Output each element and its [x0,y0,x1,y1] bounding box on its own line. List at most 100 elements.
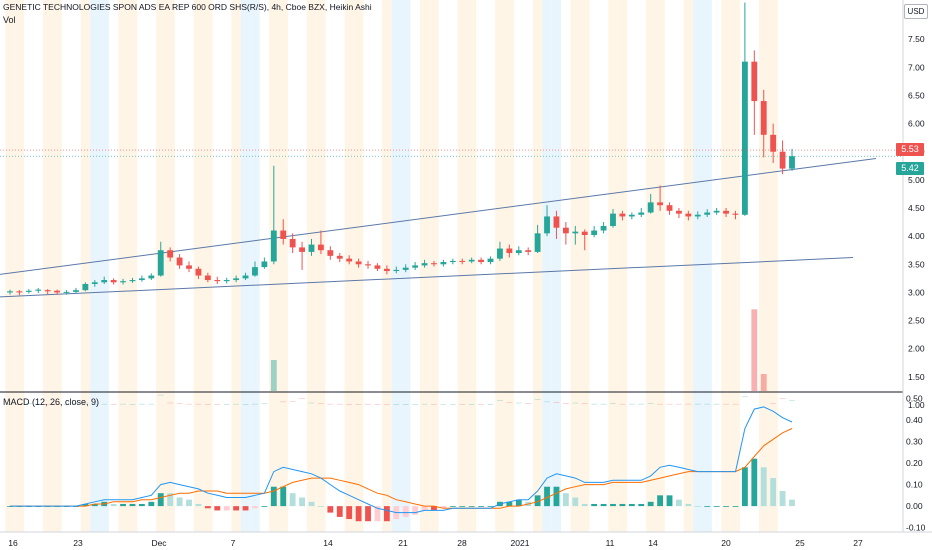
macd-histogram-bar [252,506,258,509]
chart-title[interactable]: GENETIC TECHNOLOGIES SPON ADS EA REP 600… [3,2,372,12]
session-band [580,0,590,532]
volume-bar [25,403,32,404]
volume-bar [412,404,419,405]
session-band [269,0,279,532]
macd-histogram-bar [167,493,174,507]
candle-body [138,278,145,281]
volume-bar [544,401,550,403]
price-tick-label: 6.00 [908,119,925,129]
macd-axis[interactable]: 0.50 0.40 0.30 0.20 0.10 0.00 -0.10 [906,393,926,532]
candle-body [346,258,353,262]
time-axis[interactable]: 16 23 Dec 7 14 21 28 2021 11 14 20 25 27 [8,538,863,548]
volume-bar [685,403,692,405]
session-band [570,0,581,532]
volume-bar [138,403,145,405]
macd-histogram-bar [657,495,664,507]
candle-body [468,259,475,262]
session-band [551,0,562,532]
volume-bar [214,404,221,405]
macd-histogram-bar [723,506,729,507]
macd-lines [10,406,793,514]
macd-histogram-bar [270,486,277,507]
candle-body [638,212,645,215]
price-tick-label: 6.50 [908,90,925,100]
macd-legend[interactable]: MACD (12, 26, close, 9) [3,397,100,407]
trendlines[interactable] [0,157,877,298]
macd-histogram-bar [694,506,701,507]
candle-body [110,280,117,283]
price-candles [7,2,795,296]
macd-histogram-bar [157,493,164,507]
candle-body [431,263,437,265]
candle-body [478,259,485,263]
volume-bar [289,401,296,402]
time-tick-label: 28 [457,538,467,548]
price-tick-label: 3.00 [908,287,925,297]
candle-body [157,250,164,276]
macd-histogram-bar [110,503,117,507]
candle-body [355,261,362,265]
last-price-tag: 5.53 [896,143,924,157]
time-tick-label: 7 [231,538,236,548]
candle-body [676,210,682,214]
candle-body [148,275,155,279]
macd-histogram-bar [327,506,334,513]
volume-bar [581,403,588,404]
current-price-tag: 5.42 [896,162,924,176]
candle-body [600,226,607,231]
volume-bar [402,404,409,405]
volume-bar [572,402,579,404]
macd-histogram-bar [732,506,739,507]
volume-bar [233,403,240,405]
volume-bar [789,400,795,401]
macd-line [10,406,793,514]
volume-bar [299,398,305,399]
volume-bar [167,402,174,404]
candle-body [289,238,296,248]
price-axis[interactable]: 8.007.507.006.506.005.505.004.504.003.50… [908,6,925,410]
macd-histogram-bar [431,506,437,511]
macd-histogram-bar [374,506,381,522]
macd-histogram-bar [468,506,475,507]
volume-bar [110,404,117,405]
session-band [278,0,288,532]
candle-body [223,280,230,282]
candle-body [101,280,108,283]
volume-bars [7,309,795,405]
session-band [99,0,109,532]
price-tick-label: 2.00 [908,344,925,354]
candle-body [713,210,720,213]
lower-trendline [0,257,854,298]
volume-bar [176,403,183,404]
candle-body [732,213,739,215]
macd-histogram-bar [638,503,645,507]
candle-body [525,250,532,252]
macd-histogram-bar [619,503,626,507]
volume-bar [355,404,362,405]
candle-body [327,250,334,256]
volume-bar [73,403,79,404]
session-band [768,0,778,532]
session-band [306,0,317,532]
candle-body [167,250,174,258]
macd-histogram-bar [176,497,183,507]
candle-body [54,290,61,293]
session-band [542,0,552,532]
volume-bar [223,404,230,405]
volume-bar [666,403,673,405]
volume-legend[interactable]: Vol [3,15,16,25]
currency-label[interactable]: USD [904,4,928,19]
time-tick-label: 23 [73,538,83,548]
macd-tick-label: 0.10 [906,480,923,490]
volume-bar [440,404,447,405]
macd-histogram-bar [676,499,682,507]
session-band [532,0,543,532]
signal-line [10,428,793,509]
volume-bar [35,403,42,405]
candle-body [195,268,202,276]
candle-body [252,267,258,276]
volume-bar [459,404,466,405]
volume-bar [16,404,23,405]
volume-bar [374,404,381,405]
